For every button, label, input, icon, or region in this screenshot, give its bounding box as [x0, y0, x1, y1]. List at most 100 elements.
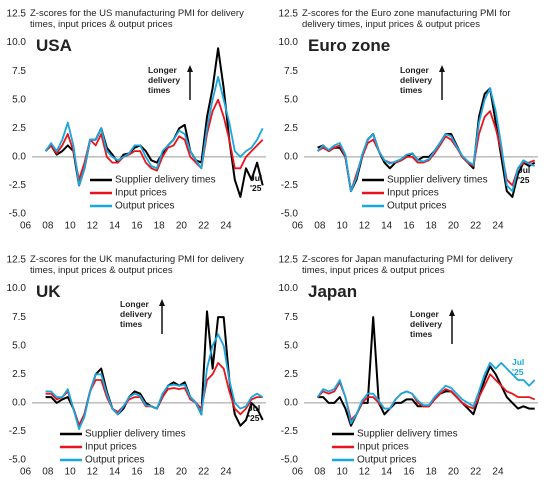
y-tick-label: 10.0 — [7, 37, 27, 48]
y-tick-label: -2.5 — [9, 426, 27, 437]
y-tick-label: 5.0 — [284, 340, 298, 351]
date-label: Jul '25 — [512, 357, 525, 377]
annotation: Longer delivery times — [400, 65, 433, 95]
y-tick-label: 2.5 — [12, 369, 26, 380]
x-tick-label: 10 — [65, 467, 77, 478]
x-tick-label: 12 — [87, 467, 99, 478]
x-tick-label: 12 — [87, 221, 99, 232]
x-tick-label: 06 — [20, 467, 32, 478]
y-tick-label: 12.5 — [279, 255, 299, 266]
y-tick-label: -5.0 — [9, 209, 27, 220]
y-tick-label: 0.0 — [12, 151, 26, 162]
region-label: Japan — [308, 282, 358, 301]
y-tick-label: 2.5 — [12, 123, 26, 134]
date-label: Jul '25 — [518, 165, 531, 185]
legend-label: Output prices — [357, 455, 416, 466]
series-line — [316, 87, 536, 192]
x-tick-label: 24 — [220, 221, 232, 232]
x-tick-label: 20 — [176, 221, 188, 232]
y-tick-label: 10.0 — [279, 37, 299, 48]
annotation-arrowhead — [159, 299, 165, 306]
x-tick-label: 16 — [403, 221, 415, 232]
x-tick-label: 24 — [492, 221, 504, 232]
x-tick-label: 10 — [337, 467, 349, 478]
y-tick-label: 2.5 — [284, 369, 298, 380]
x-tick-label: 12 — [359, 467, 371, 478]
y-tick-label: 7.5 — [284, 312, 298, 323]
x-tick-label: 22 — [470, 221, 482, 232]
legend-label: Output prices — [85, 455, 144, 466]
x-tick-label: 20 — [176, 467, 188, 478]
y-tick-label: 5.0 — [284, 94, 298, 105]
y-tick-label: -5.0 — [281, 209, 299, 220]
x-tick-label: 14 — [109, 467, 121, 478]
x-tick-label: 06 — [292, 221, 304, 232]
y-tick-label: -2.5 — [281, 426, 299, 437]
region-label: Euro zone — [308, 36, 391, 55]
panel-title: Z-scores for Japan manufacturing PMI for… — [302, 254, 513, 276]
legend-label: Supplier delivery times — [387, 175, 488, 186]
x-tick-label: 08 — [314, 221, 326, 232]
legend-label: Input prices — [387, 188, 439, 199]
y-tick-label: 0.0 — [284, 151, 298, 162]
y-tick-label: -5.0 — [9, 455, 27, 466]
legend-label: Output prices — [115, 201, 174, 212]
y-tick-label: 12.5 — [279, 9, 299, 20]
x-tick-label: 20 — [448, 221, 460, 232]
series-line — [45, 362, 263, 427]
x-tick-label: 22 — [470, 467, 482, 478]
x-tick-label: 08 — [314, 467, 326, 478]
x-tick-label: 22 — [198, 221, 210, 232]
legend-label: Input prices — [85, 442, 137, 453]
legend-label: Output prices — [387, 201, 446, 212]
x-tick-label: 18 — [426, 221, 438, 232]
y-tick-label: 7.5 — [12, 66, 26, 77]
y-tick-label: 10.0 — [279, 283, 299, 294]
y-tick-label: 5.0 — [12, 340, 26, 351]
y-tick-label: 7.5 — [12, 312, 26, 323]
y-tick-label: 2.5 — [284, 123, 298, 134]
legend-label: Supplier delivery times — [115, 175, 216, 186]
annotation: Longer delivery times — [148, 65, 181, 95]
y-tick-label: 7.5 — [284, 66, 298, 77]
x-tick-label: 06 — [20, 221, 32, 232]
series-line — [45, 333, 264, 430]
region-label: USA — [36, 36, 72, 55]
series-line — [316, 362, 536, 425]
legend-label: Input prices — [357, 442, 409, 453]
annotation-arrowhead — [439, 65, 445, 72]
x-tick-label: 12 — [359, 221, 371, 232]
annotation: Longer delivery times — [410, 309, 443, 339]
date-label: Jul '25 — [248, 403, 261, 423]
x-tick-label: 16 — [131, 221, 143, 232]
x-tick-label: 16 — [131, 467, 143, 478]
y-tick-label: -2.5 — [9, 180, 27, 191]
y-tick-label: 12.5 — [7, 255, 27, 266]
series-line — [44, 76, 264, 187]
x-tick-label: 14 — [109, 221, 121, 232]
x-tick-label: 18 — [154, 221, 166, 232]
y-tick-label: -5.0 — [281, 455, 299, 466]
x-tick-label: 10 — [65, 221, 77, 232]
y-tick-label: 0.0 — [284, 397, 298, 408]
x-tick-label: 20 — [448, 467, 460, 478]
x-tick-label: 06 — [292, 467, 304, 478]
legend-label: Supplier delivery times — [85, 429, 186, 440]
date-label: Jul '25 — [250, 173, 263, 193]
x-tick-label: 08 — [42, 221, 54, 232]
panel-title: Z-scores for the US manufacturing PMI fo… — [30, 8, 244, 30]
y-tick-label: 0.0 — [12, 397, 26, 408]
x-tick-label: 16 — [403, 467, 415, 478]
panel-title: Z-scores for the UK manufacturing PMI fo… — [30, 254, 244, 276]
x-tick-label: 18 — [426, 467, 438, 478]
legend-label: Input prices — [115, 188, 167, 199]
y-tick-label: 5.0 — [12, 94, 26, 105]
region-label: UK — [36, 282, 61, 301]
y-tick-label: 10.0 — [7, 283, 27, 294]
x-tick-label: 24 — [220, 467, 232, 478]
x-tick-label: 14 — [381, 221, 393, 232]
x-tick-label: 18 — [154, 467, 166, 478]
legend-label: Supplier delivery times — [357, 429, 458, 440]
